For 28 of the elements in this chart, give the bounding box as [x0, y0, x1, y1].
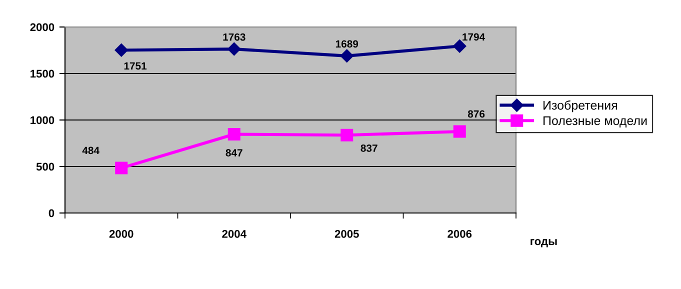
data-label: 484	[82, 146, 100, 154]
x-tick-label: 2005	[334, 230, 359, 238]
x-tick-label: 2006	[448, 230, 472, 238]
data-label: 1763	[223, 33, 246, 41]
y-tick-label: 2000	[30, 23, 54, 32]
point	[453, 125, 466, 138]
x-axis-title: годы	[530, 239, 557, 248]
legend-label: Полезные модели	[544, 116, 647, 128]
y-tick-label: 1000	[30, 116, 54, 124]
data-label: 837	[360, 144, 378, 152]
point	[340, 128, 354, 142]
point	[228, 42, 241, 56]
point	[228, 128, 240, 140]
point	[340, 49, 354, 63]
y-tick-label: 0	[48, 209, 54, 218]
point	[115, 162, 128, 174]
y-tick-label: 1500	[30, 70, 54, 78]
data-label: 876	[468, 110, 485, 118]
y-tick-label: 500	[36, 162, 54, 171]
data-label: 1689	[336, 40, 358, 48]
x-tick-label: 2004	[222, 230, 246, 238]
legend-label: Изобретения	[544, 100, 617, 112]
point	[453, 40, 466, 53]
data-label: 847	[226, 149, 242, 156]
data-label: 1794	[462, 33, 486, 41]
x-tick-label: 2000	[109, 230, 134, 238]
point	[114, 44, 128, 57]
data-label: 1751	[124, 62, 147, 70]
